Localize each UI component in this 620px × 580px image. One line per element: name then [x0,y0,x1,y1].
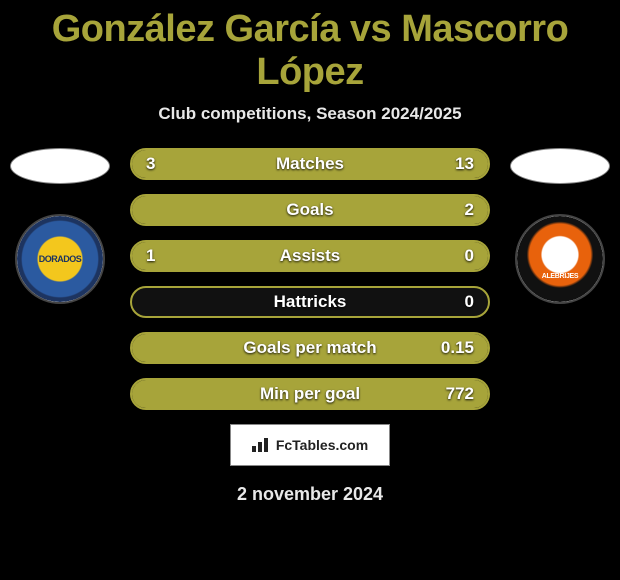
stat-row: 1 Assists 0 [130,240,490,272]
stat-row: Hattricks 0 [130,286,490,318]
date-label: 2 november 2024 [0,484,620,505]
stat-value-right: 0.15 [441,338,474,358]
country-flag-right [510,148,610,184]
comparison-content: 3 Matches 13 Goals 2 1 Assists 0 Hattricks 0 Goals… [0,148,620,408]
player-left-column [0,148,120,304]
stat-value-right: 0 [465,246,474,266]
stat-label: Goals [286,200,333,220]
branding-label: FcTables.com [276,437,368,453]
stat-label: Goals per match [243,338,376,358]
player-right-column [500,148,620,304]
stat-label: Matches [276,154,344,174]
stat-label: Assists [280,246,340,266]
dorados-logo-icon [17,216,103,302]
stat-row: Min per goal 772 [130,378,490,410]
stat-label: Min per goal [260,384,360,404]
stat-value-right: 2 [465,200,474,220]
stats-bars: 3 Matches 13 Goals 2 1 Assists 0 Hattricks 0 Goals… [130,148,490,410]
stat-value-left: 3 [146,154,155,174]
club-logo-right [515,214,605,304]
country-flag-left [10,148,110,184]
page-title: González García vs Mascorro López [0,0,620,94]
stat-row: Goals per match 0.15 [130,332,490,364]
stat-value-right: 0 [465,292,474,312]
stat-row: 3 Matches 13 [130,148,490,180]
branding-bar[interactable]: FcTables.com [230,424,390,466]
stat-row: Goals 2 [130,194,490,226]
stat-value-left: 1 [146,246,155,266]
stat-label: Hattricks [274,292,347,312]
bar-left-fill [132,150,199,178]
alebrijes-logo-icon [517,216,603,302]
fctables-icon [252,438,270,452]
stat-value-right: 13 [455,154,474,174]
subtitle: Club competitions, Season 2024/2025 [0,104,620,124]
club-logo-left [15,214,105,304]
stat-value-right: 772 [446,384,474,404]
